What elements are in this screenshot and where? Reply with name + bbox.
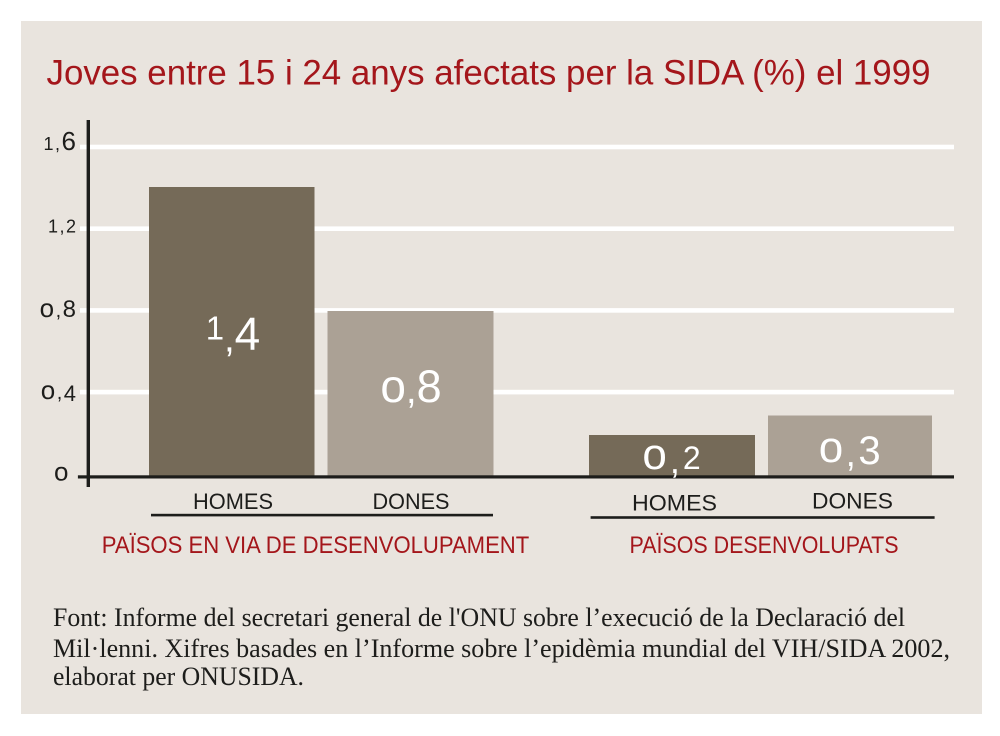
svg-text:elaborat per ONUSIDA.: elaborat per ONUSIDA.: [53, 662, 304, 691]
svg-text:o,2: o,2: [642, 430, 703, 481]
svg-text:Font: Informe del secretari ge: Font: Informe del secretari general de l…: [53, 603, 905, 632]
svg-text:1,6: 1,6: [44, 126, 78, 156]
svg-text:PAÏSOS DESENVOLUPATS: PAÏSOS DESENVOLUPATS: [630, 532, 899, 559]
svg-text:1,2: 1,2: [48, 216, 78, 236]
svg-text:HOMES: HOMES: [193, 489, 273, 514]
svg-text:PAÏSOS EN VIA DE DESENVOLUPAME: PAÏSOS EN VIA DE DESENVOLUPAMENT: [102, 532, 530, 559]
svg-text:o,8: o,8: [40, 293, 78, 323]
svg-text:o,3: o,3: [819, 423, 884, 474]
svg-text:Joves entre 15 i 24 anys afect: Joves entre 15 i 24 anys afectats per la…: [47, 54, 931, 93]
svg-text:DONES: DONES: [373, 489, 450, 514]
svg-text:HOMES: HOMES: [632, 491, 717, 516]
svg-text:o: o: [54, 457, 68, 487]
svg-text:1,4: 1,4: [206, 308, 261, 361]
svg-text:DONES: DONES: [812, 489, 893, 514]
svg-text:o,4: o,4: [41, 375, 78, 406]
svg-text:o,8: o,8: [380, 360, 441, 412]
svg-text:Mil·lenni. Xifres basades en l: Mil·lenni. Xifres basades en l’Informe s…: [53, 634, 950, 663]
